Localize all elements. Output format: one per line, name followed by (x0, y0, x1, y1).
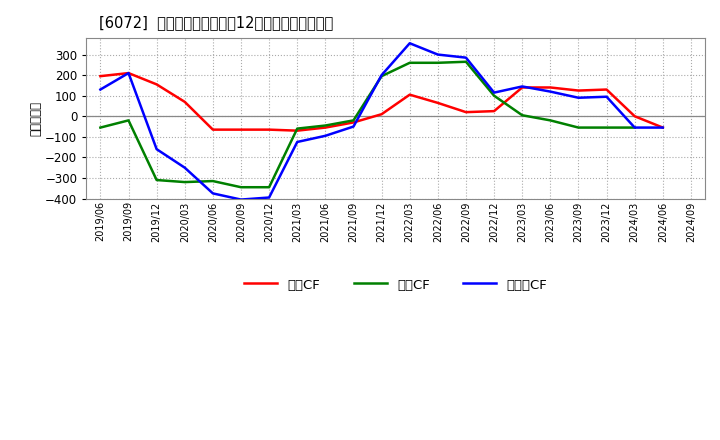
投資CF (631, 125, 639, 130)
フリーCF (433, 52, 442, 57)
フリーCF (659, 125, 667, 130)
Line: フリーCF: フリーCF (100, 43, 663, 200)
投資CF (433, 60, 442, 66)
営業CF (546, 85, 554, 90)
投資CF (602, 125, 611, 130)
投資CF (181, 180, 189, 185)
投資CF (518, 113, 526, 118)
営業CF (405, 92, 414, 97)
営業CF (237, 127, 246, 132)
投資CF (377, 73, 386, 79)
フリーCF (602, 94, 611, 99)
Legend: 営業CF, 投資CF, フリーCF: 営業CF, 投資CF, フリーCF (239, 272, 552, 297)
営業CF (321, 125, 330, 130)
フリーCF (321, 133, 330, 139)
投資CF (462, 59, 470, 64)
投資CF (546, 118, 554, 123)
フリーCF (631, 125, 639, 130)
フリーCF (153, 147, 161, 152)
フリーCF (293, 139, 302, 145)
営業CF (349, 120, 358, 125)
Y-axis label: （百万円）: （百万円） (30, 101, 42, 136)
営業CF (518, 85, 526, 90)
フリーCF (349, 124, 358, 129)
投資CF (153, 177, 161, 183)
営業CF (433, 100, 442, 106)
投資CF (124, 118, 132, 123)
フリーCF (462, 55, 470, 60)
投資CF (209, 178, 217, 183)
営業CF (293, 128, 302, 133)
フリーCF (405, 40, 414, 46)
営業CF (181, 99, 189, 105)
営業CF (96, 73, 104, 79)
営業CF (265, 127, 274, 132)
投資CF (96, 125, 104, 130)
営業CF (490, 109, 498, 114)
フリーCF (265, 195, 274, 200)
営業CF (153, 82, 161, 87)
営業CF (602, 87, 611, 92)
Line: 投資CF: 投資CF (100, 62, 635, 187)
営業CF (209, 127, 217, 132)
フリーCF (546, 89, 554, 94)
営業CF (377, 112, 386, 117)
フリーCF (124, 70, 132, 76)
投資CF (293, 126, 302, 131)
フリーCF (96, 87, 104, 92)
投資CF (405, 60, 414, 66)
営業CF (659, 125, 667, 130)
フリーCF (518, 84, 526, 89)
Line: 営業CF: 営業CF (100, 73, 663, 131)
Text: [6072]  キャッシュフローの12か月移動合計の推移: [6072] キャッシュフローの12か月移動合計の推移 (99, 15, 333, 30)
投資CF (574, 125, 582, 130)
フリーCF (209, 191, 217, 196)
フリーCF (181, 165, 189, 170)
営業CF (631, 114, 639, 119)
営業CF (124, 70, 132, 76)
フリーCF (490, 90, 498, 95)
フリーCF (237, 197, 246, 202)
フリーCF (574, 95, 582, 100)
投資CF (490, 93, 498, 98)
投資CF (265, 185, 274, 190)
フリーCF (377, 73, 386, 78)
営業CF (574, 88, 582, 93)
投資CF (349, 118, 358, 123)
投資CF (237, 185, 246, 190)
投資CF (321, 123, 330, 128)
営業CF (462, 110, 470, 115)
